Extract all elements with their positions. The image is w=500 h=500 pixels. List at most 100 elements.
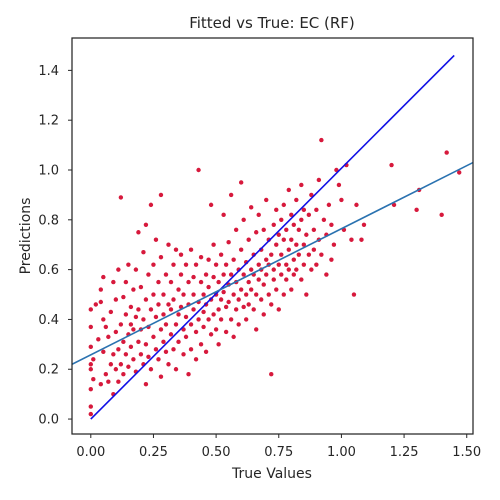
data-point [349, 237, 354, 242]
data-point [98, 299, 104, 305]
data-point [264, 197, 269, 203]
data-point [126, 262, 131, 267]
data-point [201, 292, 206, 297]
data-point [236, 322, 241, 327]
data-point [191, 307, 196, 312]
data-point [286, 247, 291, 252]
data-point [186, 279, 191, 285]
data-point [153, 347, 159, 352]
data-point [138, 284, 144, 290]
data-point [231, 292, 236, 297]
data-point [294, 242, 299, 247]
data-point [188, 322, 194, 327]
data-point [329, 257, 334, 262]
y-tick-label: 0.8 [38, 213, 59, 228]
data-point [339, 197, 344, 203]
data-point [156, 279, 161, 285]
data-point [286, 267, 291, 272]
data-point [289, 212, 294, 218]
data-point [176, 312, 181, 317]
data-point [96, 337, 101, 342]
data-point [281, 237, 286, 242]
data-point [203, 349, 209, 355]
data-point [103, 372, 109, 377]
data-point [158, 192, 164, 198]
data-point [241, 304, 246, 310]
data-point [279, 217, 284, 223]
data-point [126, 364, 131, 369]
data-point [168, 307, 174, 312]
data-point [211, 274, 216, 280]
data-point [296, 227, 302, 232]
x-tick-label: 1.00 [327, 445, 356, 460]
plot-frame [71, 37, 474, 435]
data-point [113, 329, 119, 335]
data-point [216, 307, 221, 312]
data-point [309, 267, 314, 272]
data-point [123, 352, 129, 357]
data-point [183, 334, 189, 340]
data-point [143, 297, 149, 302]
data-point [113, 367, 119, 372]
data-point [221, 272, 226, 277]
data-point [136, 339, 141, 345]
data-point [191, 292, 196, 297]
data-point [88, 362, 94, 367]
data-point [193, 329, 199, 335]
data-point [106, 379, 111, 384]
data-point [143, 222, 149, 227]
data-point [198, 342, 204, 347]
data-point [246, 302, 251, 307]
data-point [128, 322, 134, 327]
data-point [256, 212, 261, 218]
x-tick-label: 1.50 [452, 445, 481, 460]
data-point [146, 272, 151, 277]
data-point [254, 292, 259, 297]
data-point [314, 207, 319, 213]
data-point [246, 279, 251, 285]
data-point [198, 279, 204, 285]
data-point [228, 317, 234, 322]
data-point [148, 202, 154, 208]
data-point [264, 257, 269, 262]
data-point [176, 339, 181, 345]
data-point [148, 307, 154, 312]
data-point [249, 205, 254, 210]
data-point [161, 292, 166, 297]
data-point [261, 312, 266, 317]
data-point [243, 317, 249, 322]
data-point [279, 252, 284, 257]
data-point [213, 262, 219, 267]
data-point [236, 297, 241, 302]
data-point [131, 287, 136, 292]
data-point [143, 342, 149, 347]
data-point [271, 267, 276, 272]
data-point [261, 227, 266, 232]
y-tick-label: 1.2 [38, 114, 59, 129]
data-point [326, 202, 332, 208]
data-point [231, 257, 236, 262]
data-point [163, 322, 169, 327]
data-point [206, 257, 211, 262]
data-point [136, 230, 141, 235]
data-point [173, 322, 179, 327]
data-point [123, 279, 129, 285]
data-point [133, 314, 139, 320]
data-point [246, 237, 251, 242]
data-point [284, 262, 289, 267]
data-point [233, 227, 239, 232]
data-point [241, 217, 246, 223]
y-tick-label: 0.2 [38, 363, 59, 378]
data-point [173, 367, 179, 372]
data-point [314, 262, 319, 267]
data-point [249, 287, 254, 292]
data-point [113, 297, 119, 302]
data-point [414, 207, 419, 213]
data-point [311, 247, 317, 252]
fit-line [72, 161, 473, 365]
data-point [136, 307, 141, 312]
data-point [216, 279, 221, 285]
x-axis: 0.00 0.25 0.50 0.75 1.00 1.25 1.50 [76, 434, 481, 460]
